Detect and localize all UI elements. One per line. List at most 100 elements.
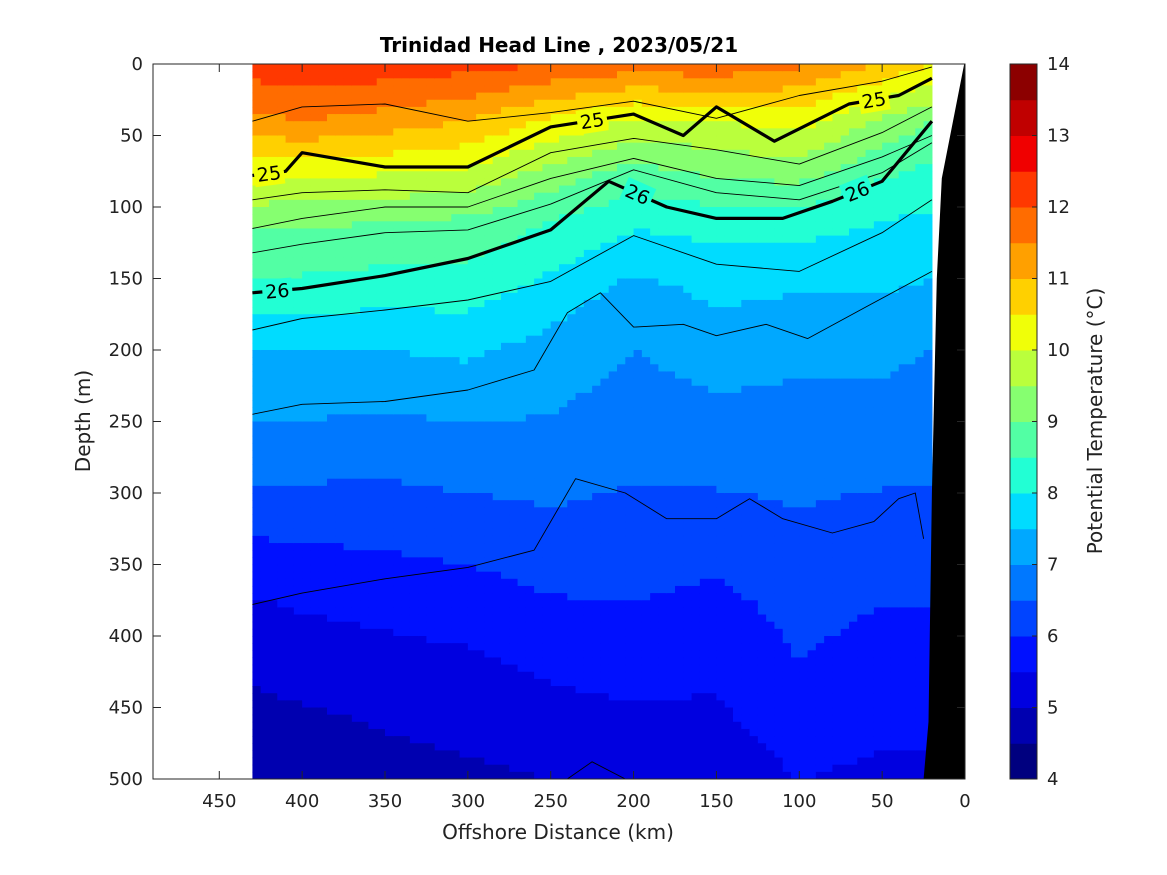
temperature-cell <box>550 450 560 458</box>
temperature-cell <box>625 450 635 458</box>
temperature-cell <box>318 421 328 430</box>
temperature-cell <box>525 235 535 244</box>
temperature-cell <box>293 621 303 630</box>
temperature-cell <box>608 164 618 172</box>
temperature-cell <box>550 85 560 94</box>
temperature-cell <box>617 485 626 494</box>
temperature-cell <box>434 357 444 365</box>
temperature-cell <box>509 235 519 244</box>
temperature-cell <box>467 700 477 709</box>
temperature-cell <box>443 693 452 701</box>
temperature-cell <box>517 514 527 523</box>
temperature-cell <box>260 557 270 566</box>
temperature-cell <box>567 85 577 94</box>
temperature-cell <box>376 85 386 94</box>
temperature-cell <box>401 728 411 737</box>
temperature-cell <box>509 321 519 330</box>
temperature-cell <box>351 314 361 322</box>
temperature-cell <box>434 464 444 473</box>
temperature-cell <box>351 421 361 430</box>
temperature-cell <box>592 264 602 272</box>
temperature-cell <box>517 707 527 716</box>
temperature-cell <box>409 371 419 380</box>
temperature-cell <box>277 564 287 573</box>
temperature-cell <box>376 435 386 444</box>
temperature-cell <box>542 71 552 79</box>
temperature-cell <box>534 385 544 394</box>
temperature-cell <box>310 543 320 551</box>
temperature-cell <box>501 357 510 365</box>
temperature-cell <box>335 357 345 365</box>
temperature-cell <box>608 585 618 594</box>
temperature-cell <box>343 757 353 766</box>
temperature-cell <box>608 371 618 380</box>
temperature-cell <box>476 307 486 315</box>
temperature-cell <box>459 607 469 616</box>
temperature-cell <box>492 721 502 730</box>
temperature-cell <box>641 628 651 637</box>
temperature-cell <box>302 636 312 644</box>
temperature-cell <box>583 500 593 508</box>
temperature-cell <box>525 657 535 666</box>
temperature-cell <box>459 500 469 508</box>
temperature-cell <box>509 521 519 530</box>
temperature-cell <box>285 500 295 508</box>
temperature-cell <box>650 478 660 487</box>
temperature-cell <box>459 585 469 594</box>
temperature-cell <box>293 321 303 330</box>
temperature-cell <box>260 478 270 487</box>
temperature-cell <box>501 135 510 144</box>
temperature-cell <box>459 321 469 330</box>
temperature-cell <box>434 114 444 122</box>
temperature-cell <box>260 64 270 72</box>
temperature-cell <box>285 342 295 351</box>
temperature-cell <box>476 142 486 151</box>
temperature-cell <box>608 414 618 423</box>
temperature-cell <box>542 292 552 301</box>
temperature-cell <box>285 514 295 523</box>
temperature-cell <box>418 678 428 687</box>
temperature-cell <box>443 757 452 766</box>
temperature-cell <box>467 64 477 72</box>
temperature-cell <box>467 621 477 630</box>
temperature-cell <box>559 550 568 558</box>
temperature-cell <box>293 414 303 423</box>
temperature-cell <box>252 707 262 716</box>
temperature-cell <box>434 664 444 673</box>
temperature-cell <box>592 600 602 608</box>
temperature-cell <box>327 700 336 709</box>
temperature-cell <box>467 392 477 401</box>
temperature-cell <box>633 342 643 351</box>
temperature-cell <box>534 543 544 551</box>
temperature-cell <box>501 614 510 623</box>
temperature-cell <box>650 750 660 759</box>
temperature-cell <box>302 707 312 716</box>
temperature-cell <box>327 285 336 294</box>
temperature-cell <box>409 578 419 587</box>
temperature-cell <box>617 507 626 516</box>
temperature-cell <box>277 736 287 744</box>
temperature-cell <box>277 421 287 430</box>
temperature-cell <box>501 385 510 394</box>
temperature-cell <box>658 636 668 644</box>
temperature-cell <box>592 457 602 465</box>
temperature-cell <box>376 64 386 72</box>
temperature-cell <box>335 636 345 644</box>
temperature-cell <box>318 228 328 237</box>
temperature-cell <box>277 700 287 709</box>
temperature-cell <box>434 471 444 480</box>
temperature-cell <box>302 407 312 415</box>
temperature-cell <box>517 607 527 616</box>
temperature-cell <box>476 421 486 430</box>
temperature-cell <box>467 464 477 473</box>
temperature-cell <box>525 671 535 680</box>
temperature-cell <box>509 385 519 394</box>
temperature-cell <box>269 442 278 451</box>
temperature-cell <box>343 149 353 158</box>
temperature-cell <box>534 135 544 144</box>
temperature-cell <box>550 335 560 344</box>
temperature-cell <box>418 249 428 258</box>
temperature-cell <box>542 164 552 172</box>
temperature-cell <box>277 678 287 687</box>
temperature-cell <box>583 700 593 709</box>
